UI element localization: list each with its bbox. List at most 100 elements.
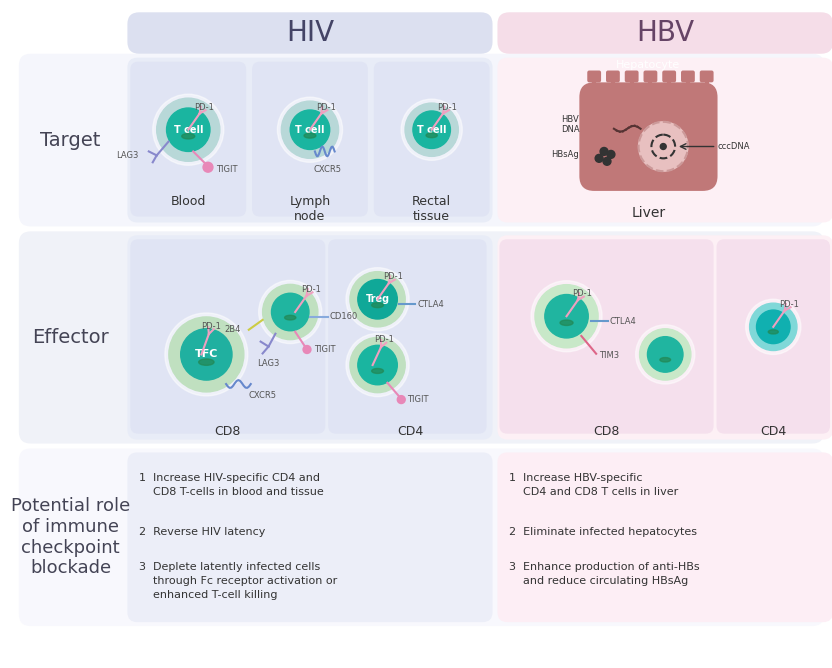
Circle shape xyxy=(639,122,688,171)
Circle shape xyxy=(535,285,598,348)
Circle shape xyxy=(413,111,450,148)
Ellipse shape xyxy=(181,134,195,139)
FancyBboxPatch shape xyxy=(131,61,246,216)
Text: PD-1: PD-1 xyxy=(572,289,592,298)
Text: T cell: T cell xyxy=(295,125,324,135)
Circle shape xyxy=(401,99,463,160)
Text: Rectal
tissue: Rectal tissue xyxy=(412,195,451,223)
Text: PD-1: PD-1 xyxy=(438,103,458,112)
FancyBboxPatch shape xyxy=(498,12,832,53)
Text: PD-1: PD-1 xyxy=(374,335,394,345)
Text: 2  Eliminate infected hepatocytes: 2 Eliminate infected hepatocytes xyxy=(509,528,697,538)
FancyBboxPatch shape xyxy=(127,235,493,440)
Circle shape xyxy=(405,103,458,156)
Ellipse shape xyxy=(768,330,778,334)
Circle shape xyxy=(166,108,210,152)
Circle shape xyxy=(153,94,224,165)
Text: Blood: Blood xyxy=(171,195,206,208)
Ellipse shape xyxy=(199,359,214,365)
Circle shape xyxy=(607,150,615,158)
Circle shape xyxy=(259,281,322,343)
Circle shape xyxy=(750,303,797,351)
Text: CTLA4: CTLA4 xyxy=(417,300,443,309)
Circle shape xyxy=(358,279,398,319)
Text: cccDNA: cccDNA xyxy=(717,142,750,151)
Text: Target: Target xyxy=(41,130,101,150)
Circle shape xyxy=(156,98,220,161)
Text: TIGIT: TIGIT xyxy=(314,345,335,354)
FancyBboxPatch shape xyxy=(579,82,717,191)
Text: Effector: Effector xyxy=(32,328,109,347)
Text: 3  Enhance production of anti-HBs
    and reduce circulating HBsAg: 3 Enhance production of anti-HBs and red… xyxy=(509,562,700,586)
Text: CXCR5: CXCR5 xyxy=(314,165,342,174)
Circle shape xyxy=(745,299,801,355)
Circle shape xyxy=(281,101,339,158)
FancyBboxPatch shape xyxy=(127,12,493,53)
FancyBboxPatch shape xyxy=(329,239,487,434)
Circle shape xyxy=(647,337,683,372)
Circle shape xyxy=(263,285,318,339)
Text: CD8: CD8 xyxy=(593,426,620,438)
Text: Potential role
of immune
checkpoint
blockade: Potential role of immune checkpoint bloc… xyxy=(11,497,131,578)
Circle shape xyxy=(346,268,409,331)
Text: Lymph
node: Lymph node xyxy=(290,195,330,223)
FancyBboxPatch shape xyxy=(681,71,695,82)
FancyBboxPatch shape xyxy=(700,71,714,82)
Circle shape xyxy=(545,295,588,338)
Text: Liver: Liver xyxy=(631,206,666,220)
Text: T cell: T cell xyxy=(417,125,447,135)
FancyBboxPatch shape xyxy=(19,231,825,444)
Circle shape xyxy=(600,148,608,156)
Text: LAG3: LAG3 xyxy=(257,359,280,368)
Text: 2B4: 2B4 xyxy=(225,325,241,334)
Text: PD-1: PD-1 xyxy=(384,272,404,281)
Circle shape xyxy=(350,337,405,393)
Circle shape xyxy=(165,313,248,396)
Circle shape xyxy=(350,272,405,327)
Text: CXCR5: CXCR5 xyxy=(249,391,277,400)
Circle shape xyxy=(169,317,244,392)
Text: 2  Reverse HIV latency: 2 Reverse HIV latency xyxy=(139,528,265,538)
FancyBboxPatch shape xyxy=(662,71,676,82)
Text: TFC: TFC xyxy=(195,349,218,359)
Circle shape xyxy=(756,310,790,343)
Ellipse shape xyxy=(426,133,438,138)
Text: 1  Increase HIV-specific CD4 and
    CD8 T-cells in blood and tissue: 1 Increase HIV-specific CD4 and CD8 T-ce… xyxy=(139,473,324,497)
Circle shape xyxy=(531,281,602,352)
FancyBboxPatch shape xyxy=(127,452,493,622)
Circle shape xyxy=(636,325,695,384)
Text: TIM3: TIM3 xyxy=(599,351,619,360)
Circle shape xyxy=(290,110,329,150)
Text: CD8: CD8 xyxy=(215,426,241,438)
Circle shape xyxy=(661,144,666,150)
Ellipse shape xyxy=(372,369,384,373)
Text: CD4: CD4 xyxy=(397,426,423,438)
FancyBboxPatch shape xyxy=(587,71,601,82)
Circle shape xyxy=(203,162,213,172)
FancyBboxPatch shape xyxy=(374,61,489,216)
Circle shape xyxy=(277,97,343,162)
Text: CTLA4: CTLA4 xyxy=(610,317,636,326)
FancyBboxPatch shape xyxy=(19,448,825,626)
FancyBboxPatch shape xyxy=(498,235,832,440)
Text: Hepatocyte: Hepatocyte xyxy=(617,59,681,69)
FancyBboxPatch shape xyxy=(19,53,825,226)
FancyBboxPatch shape xyxy=(716,239,830,434)
Text: TIGIT: TIGIT xyxy=(407,395,428,404)
Text: CD4: CD4 xyxy=(760,426,786,438)
Ellipse shape xyxy=(372,303,384,308)
Text: TIGIT: TIGIT xyxy=(215,165,237,174)
Text: 1  Increase HBV-specific
    CD4 and CD8 T cells in liver: 1 Increase HBV-specific CD4 and CD8 T ce… xyxy=(509,473,679,497)
FancyBboxPatch shape xyxy=(643,71,657,82)
Text: PD-1: PD-1 xyxy=(194,103,214,112)
Text: CD160: CD160 xyxy=(329,313,358,321)
Ellipse shape xyxy=(560,320,573,325)
Circle shape xyxy=(595,154,603,162)
Circle shape xyxy=(398,395,405,403)
FancyBboxPatch shape xyxy=(498,57,832,222)
Ellipse shape xyxy=(285,315,296,320)
FancyBboxPatch shape xyxy=(498,452,832,622)
Circle shape xyxy=(603,158,611,165)
FancyBboxPatch shape xyxy=(606,71,620,82)
Circle shape xyxy=(303,345,311,353)
